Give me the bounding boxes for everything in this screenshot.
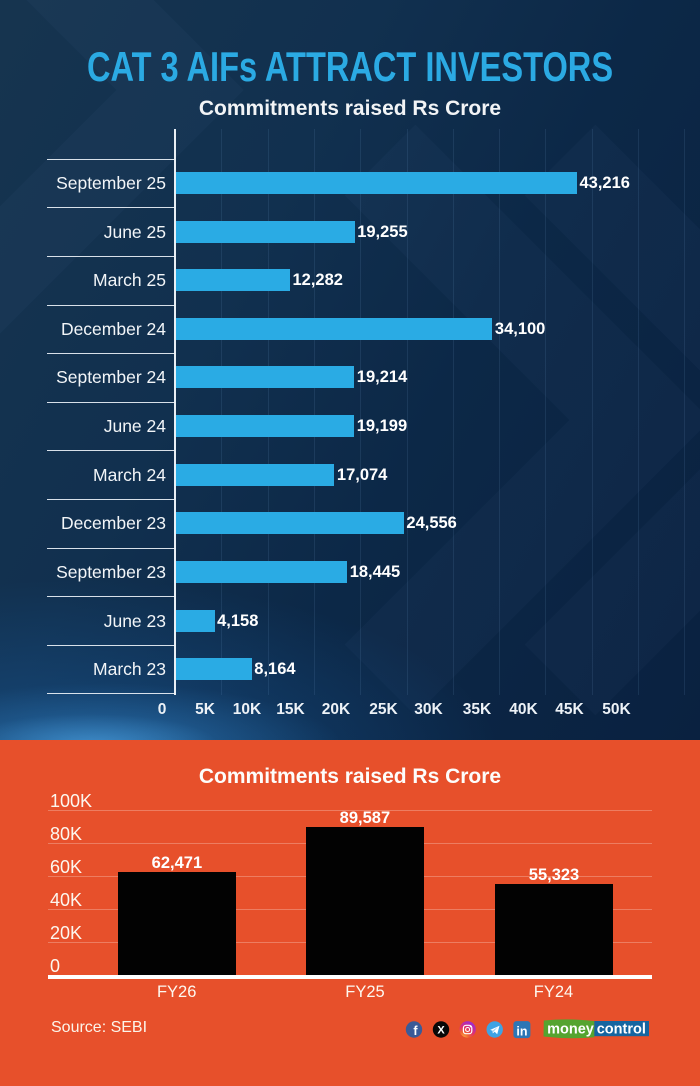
svg-text:f: f: [413, 1024, 418, 1038]
svg-text:control: control: [597, 1021, 646, 1037]
svg-text:X: X: [437, 1025, 445, 1037]
svg-text:money: money: [547, 1021, 594, 1037]
svg-text:in: in: [516, 1024, 527, 1038]
